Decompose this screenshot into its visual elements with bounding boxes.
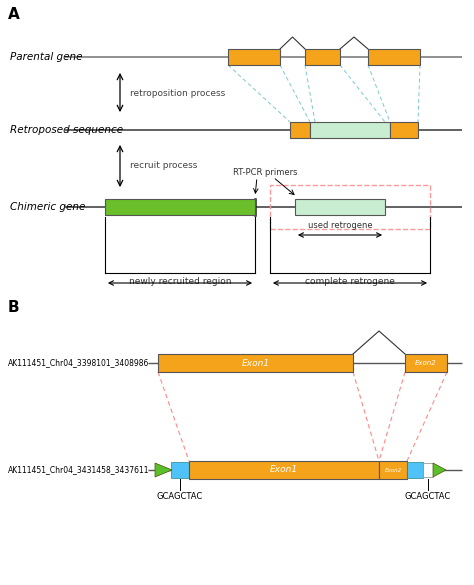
Polygon shape	[433, 463, 446, 477]
Text: Chimeric gene: Chimeric gene	[10, 202, 85, 212]
Text: B: B	[8, 300, 19, 315]
Bar	[368, 49, 420, 65]
Bar	[423, 463, 433, 477]
Text: Exon2: Exon2	[384, 467, 401, 473]
Text: Parental gene: Parental gene	[10, 52, 82, 62]
Bar	[228, 49, 280, 65]
Polygon shape	[155, 463, 172, 477]
Text: AK111451_Chr04_3398101_3408986: AK111451_Chr04_3398101_3408986	[8, 359, 149, 367]
Text: A: A	[8, 7, 20, 22]
Text: newly recruited region: newly recruited region	[129, 277, 231, 286]
Bar	[189, 461, 379, 479]
Text: GCAGCTAC: GCAGCTAC	[157, 492, 203, 501]
Text: Retroposed sequence: Retroposed sequence	[10, 125, 123, 135]
Text: RT-PCR primers: RT-PCR primers	[233, 168, 297, 177]
Bar	[310, 122, 390, 138]
Text: Exon1: Exon1	[270, 466, 298, 474]
Bar	[405, 354, 447, 372]
Bar	[390, 122, 418, 138]
Bar	[290, 122, 310, 138]
Text: AK111451_Chr04_3431458_3437611: AK111451_Chr04_3431458_3437611	[8, 466, 149, 474]
Bar	[171, 462, 189, 478]
Text: Exon1: Exon1	[241, 359, 270, 367]
Text: GCAGCTAC: GCAGCTAC	[405, 492, 451, 501]
Text: recruit process: recruit process	[130, 161, 197, 170]
Bar	[379, 461, 407, 479]
Bar	[407, 462, 423, 478]
Bar	[270, 185, 430, 229]
Text: used retrogene: used retrogene	[308, 221, 372, 230]
Text: complete retrogene: complete retrogene	[305, 277, 395, 286]
Text: Exon2: Exon2	[415, 360, 437, 366]
Bar	[295, 199, 385, 215]
Text: retroposition process: retroposition process	[130, 88, 225, 98]
Bar	[158, 354, 353, 372]
Bar	[105, 199, 255, 215]
Bar	[305, 49, 340, 65]
